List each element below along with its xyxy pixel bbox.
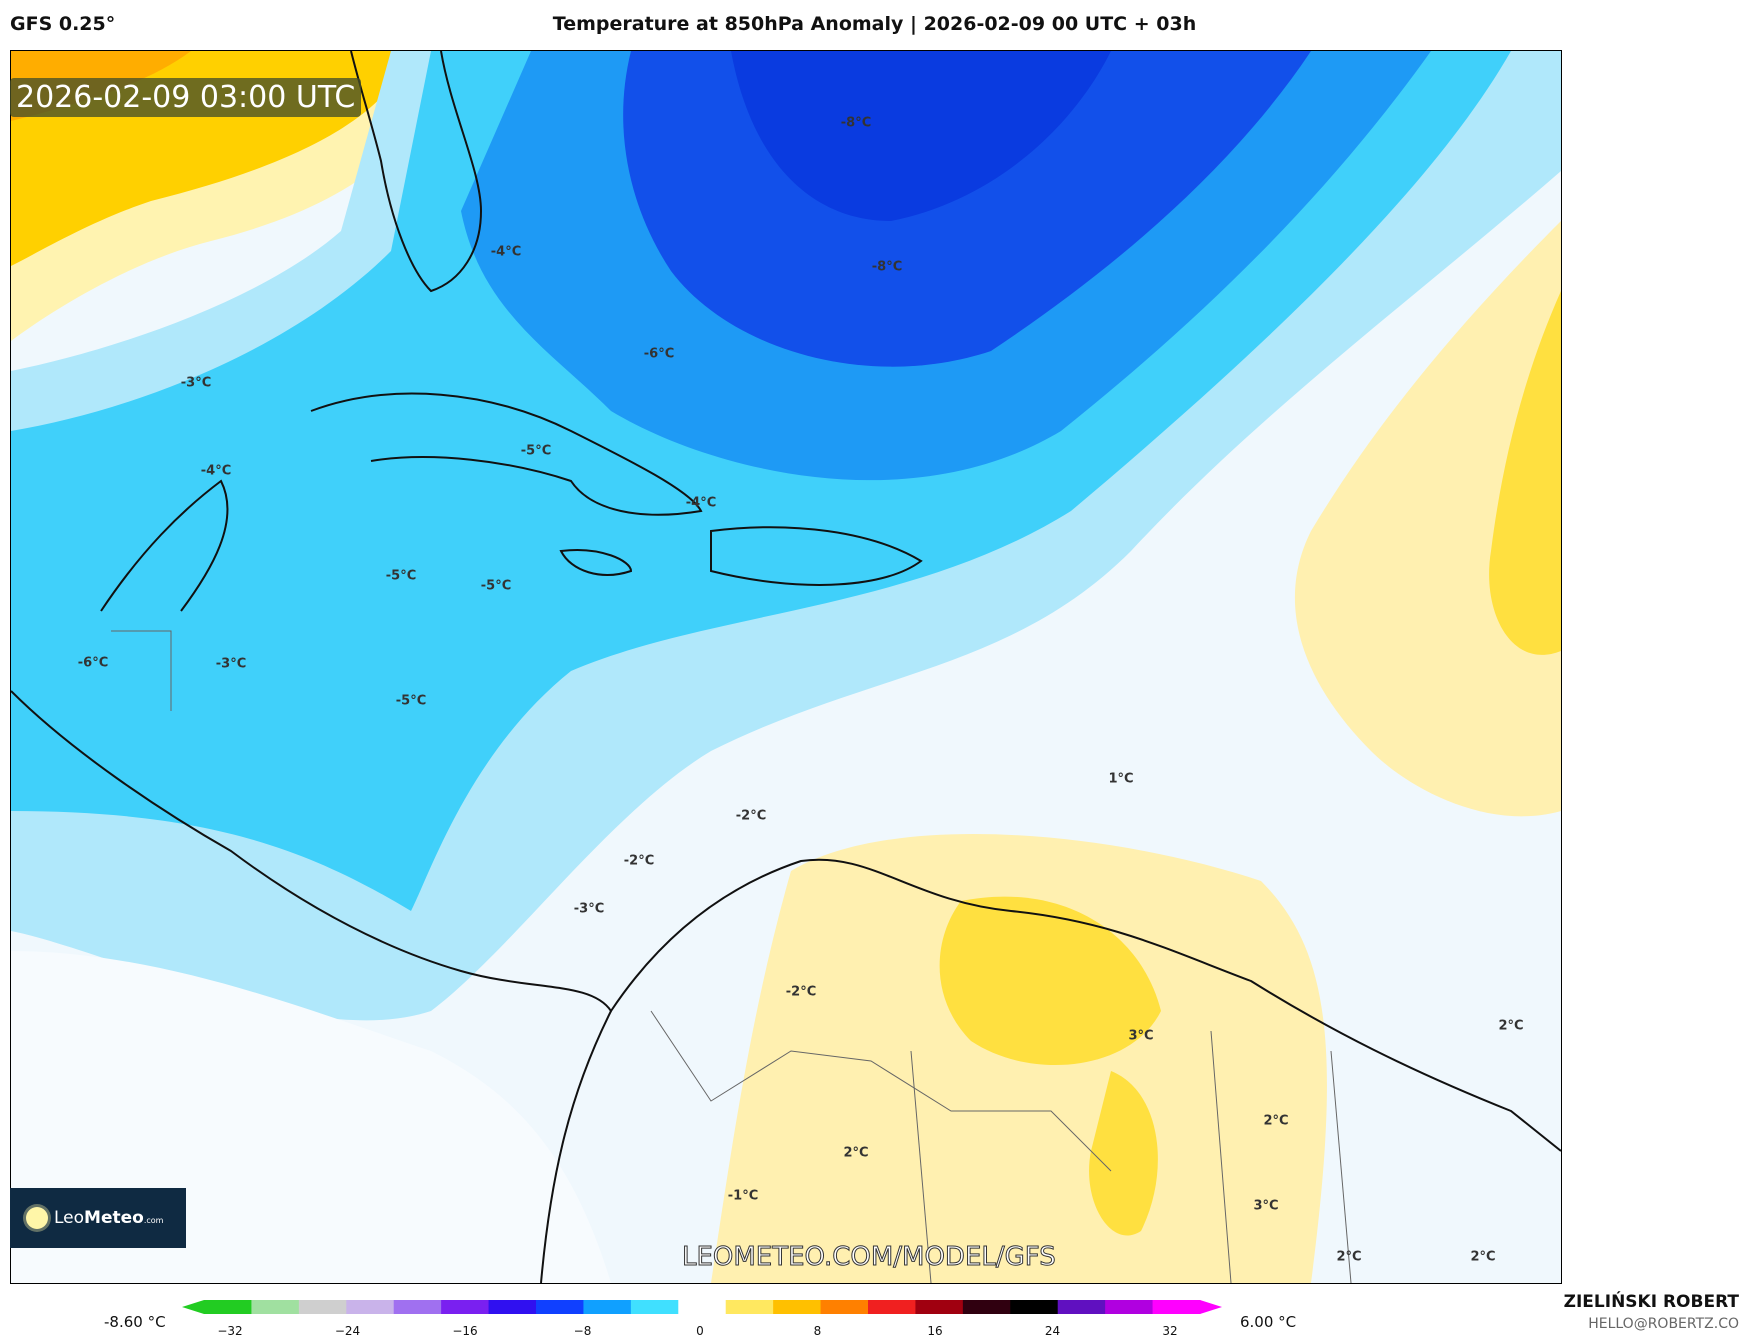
colorbar-tick: −24 bbox=[334, 1324, 361, 1338]
contour-label: -3°C bbox=[215, 656, 247, 672]
contour-label: -3°C bbox=[573, 901, 605, 917]
contour-label: 1°C bbox=[1108, 771, 1134, 787]
contour-label: 2°C bbox=[1336, 1249, 1362, 1265]
contour-label: -4°C bbox=[200, 463, 232, 479]
contour-label: -8°C bbox=[871, 259, 903, 275]
colorbar-tick: 16 bbox=[927, 1324, 943, 1338]
colorbar-cell bbox=[678, 1300, 727, 1314]
warm-region-east bbox=[1294, 221, 1561, 817]
contour-label: 3°C bbox=[1253, 1198, 1279, 1214]
valid-time-stamp: 2026-02-09 03:00 UTC bbox=[10, 78, 362, 117]
contour-label: 3°C bbox=[1128, 1028, 1154, 1044]
map-title: Temperature at 850hPa Anomaly | 2026-02-… bbox=[552, 13, 1197, 35]
anomaly-map: -8°C -8°C -4°C -6°C -3°C -4°C -5°C -4°C -5°C -5°C… bbox=[10, 50, 1562, 1284]
colorbar-tick: −32 bbox=[217, 1324, 243, 1338]
colorbar-tick: 24 bbox=[1044, 1324, 1061, 1338]
model-name: GFS 0.25° bbox=[10, 13, 116, 35]
colorbar-cell bbox=[298, 1300, 347, 1314]
contour-label: -5°C bbox=[385, 568, 417, 584]
contour-label: -2°C bbox=[623, 853, 655, 869]
contour-label: -4°C bbox=[685, 495, 717, 511]
contour-label: -6°C bbox=[77, 655, 109, 671]
colorbar-min-arrow bbox=[182, 1300, 204, 1314]
colorbar-tick: 32 bbox=[1162, 1324, 1178, 1338]
colorbar-tick: −16 bbox=[452, 1324, 478, 1338]
coastlines bbox=[11, 51, 1561, 1283]
borders bbox=[111, 630, 1352, 1283]
colorbar-tick: 8 bbox=[813, 1324, 822, 1338]
colorbar-max-label: 6.00 °C bbox=[1240, 1313, 1297, 1331]
colorbar-cell bbox=[1152, 1300, 1201, 1314]
logo-text-suffix: .com bbox=[143, 1216, 164, 1225]
logo-text-leo: Leo bbox=[54, 1208, 85, 1228]
colorbar-cell bbox=[915, 1300, 964, 1314]
author-email: HELLO@ROBERTZ.CO bbox=[1588, 1316, 1739, 1332]
colorbar bbox=[182, 1300, 1222, 1314]
colorbar-cell bbox=[583, 1300, 632, 1314]
colorbar-min-label: -8.60 °C bbox=[104, 1313, 166, 1331]
contour-label: -5°C bbox=[520, 443, 552, 459]
contour-label: -1°C bbox=[727, 1188, 759, 1204]
colorbar-max-arrow bbox=[1200, 1300, 1222, 1314]
contour-label: -8°C bbox=[840, 115, 872, 131]
contour-label: 2°C bbox=[1470, 1249, 1496, 1265]
colorbar-cell bbox=[1105, 1300, 1154, 1314]
sun-icon bbox=[26, 1207, 48, 1229]
colorbar-cell bbox=[204, 1300, 252, 1314]
map-fill bbox=[11, 51, 1561, 1283]
contour-label: 2°C bbox=[843, 1145, 869, 1161]
contour-label: -4°C bbox=[490, 244, 522, 260]
watermark: LEOMETEO.COM/MODEL/GFS bbox=[682, 1242, 1057, 1273]
contour-label: -5°C bbox=[480, 578, 512, 594]
colorbar-cell bbox=[393, 1300, 442, 1314]
colorbar-cell bbox=[346, 1300, 395, 1314]
colorbar-cell bbox=[962, 1300, 1011, 1314]
colorbar-cell bbox=[1010, 1300, 1059, 1314]
colorbar-cell bbox=[773, 1300, 822, 1314]
colorbar-cell bbox=[725, 1300, 774, 1314]
contour-label: -5°C bbox=[395, 693, 427, 709]
contour-label: -6°C bbox=[643, 346, 675, 362]
leometeo-logo[interactable]: LeoMeteo.com bbox=[10, 1188, 186, 1248]
colorbar-tick: −8 bbox=[573, 1324, 592, 1338]
colorbar-cell bbox=[251, 1300, 300, 1314]
colorbar-cell bbox=[441, 1300, 490, 1314]
contour-label: -2°C bbox=[785, 984, 817, 1000]
colorbar-cell bbox=[630, 1300, 679, 1314]
colorbar-cell bbox=[536, 1300, 584, 1314]
colorbar-cell bbox=[868, 1300, 916, 1314]
colorbar-cell bbox=[488, 1300, 537, 1314]
logo-text-meteo: Meteo bbox=[84, 1208, 144, 1228]
colorbar-tick: 0 bbox=[696, 1324, 704, 1338]
contour-label: -2°C bbox=[735, 808, 767, 824]
author-name: ZIELIŃSKI ROBERT bbox=[1563, 1292, 1739, 1312]
colorbar-cell bbox=[820, 1300, 869, 1314]
colorbar-cell bbox=[1057, 1300, 1106, 1314]
contour-label: 2°C bbox=[1263, 1113, 1289, 1129]
contour-label: 2°C bbox=[1498, 1018, 1524, 1034]
contour-label: -3°C bbox=[180, 375, 212, 391]
